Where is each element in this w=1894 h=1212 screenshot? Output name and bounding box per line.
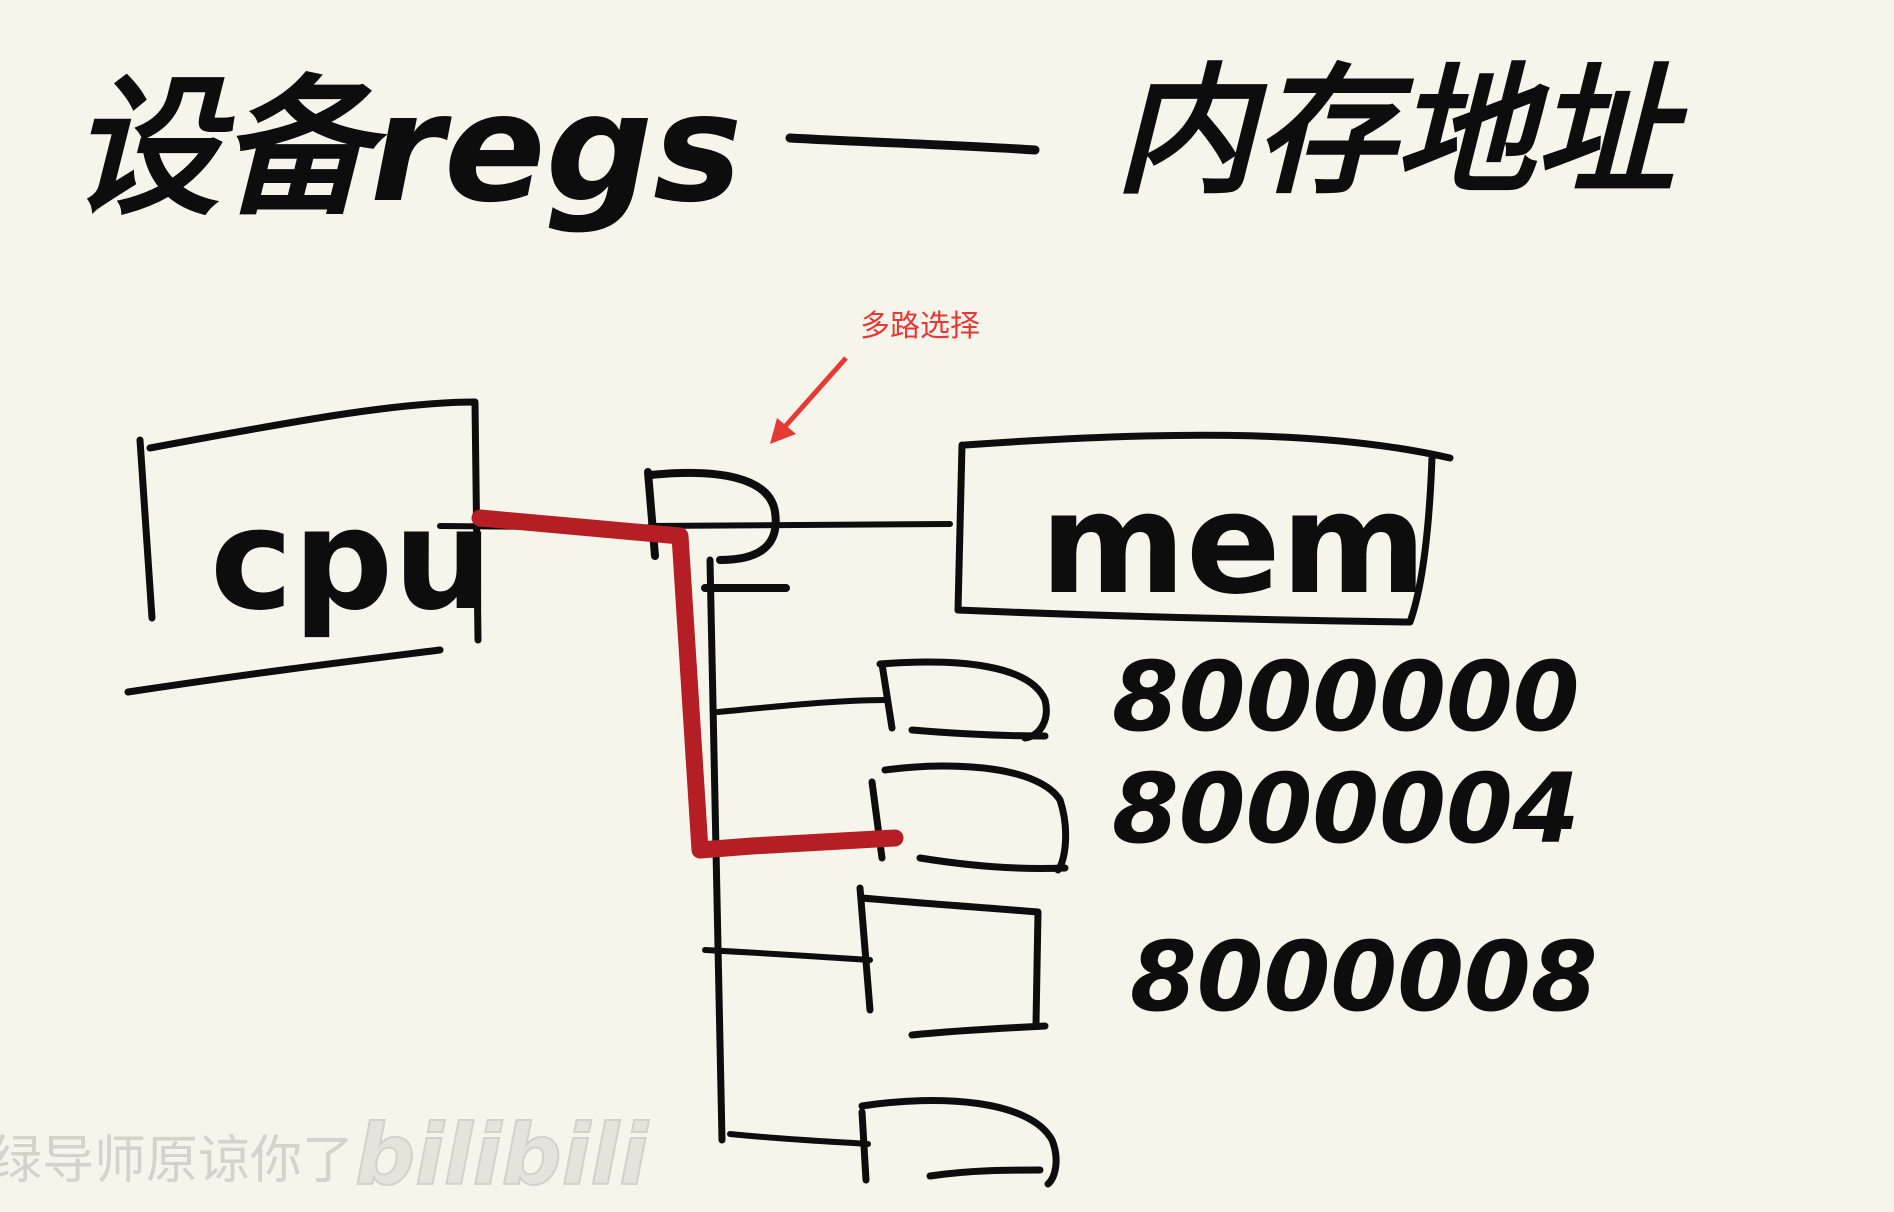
cpu-label: cpu bbox=[210, 479, 493, 642]
register-box-2 bbox=[868, 762, 1070, 874]
address-1: 8000000 bbox=[1112, 641, 1580, 753]
mux-annotation-label: 多路选择 bbox=[860, 309, 980, 344]
selected-path-highlight bbox=[471, 509, 904, 859]
address-3: 8000008 bbox=[1130, 921, 1598, 1033]
title-left: 设备regs bbox=[70, 62, 742, 236]
mem-label: mem bbox=[1040, 463, 1427, 626]
register-box-3 bbox=[856, 884, 1049, 1039]
bilibili-logo: bilibili bbox=[355, 1106, 649, 1204]
title-dash bbox=[785, 133, 1040, 155]
watermark-text: 绿导师原谅你了 bbox=[0, 1131, 354, 1191]
annotation-arrow-icon bbox=[770, 356, 848, 444]
mem-box bbox=[954, 431, 1454, 626]
title-right: 内存地址 bbox=[1115, 51, 1688, 214]
register-box-4 bbox=[858, 1097, 1060, 1188]
register-box-1 bbox=[876, 658, 1050, 742]
address-2: 8000004 bbox=[1112, 753, 1580, 865]
cpu-box bbox=[124, 398, 482, 696]
